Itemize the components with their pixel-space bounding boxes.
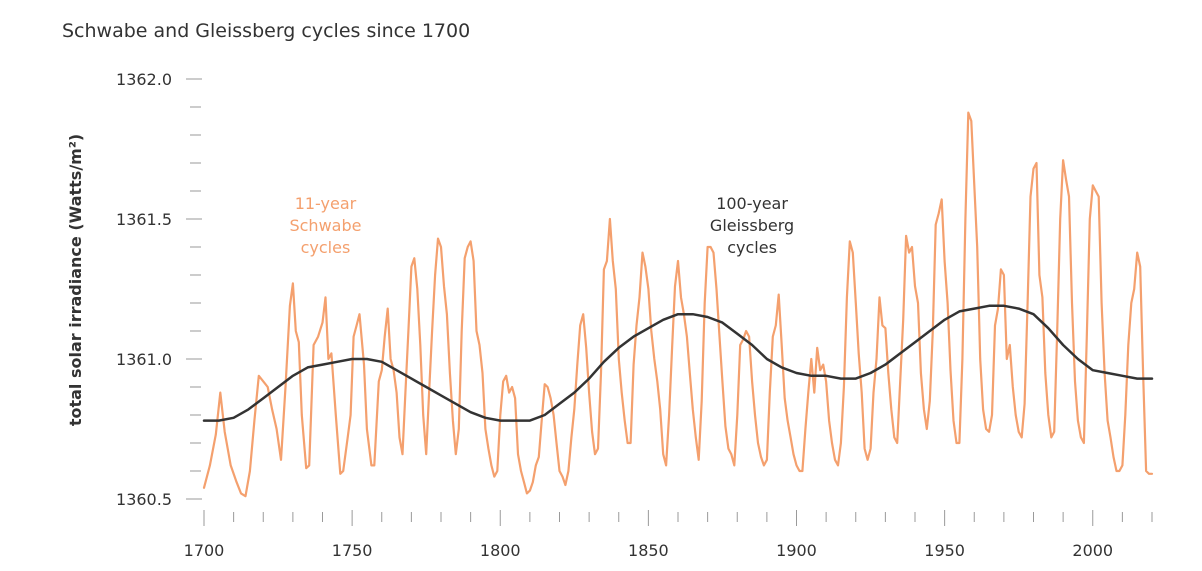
- x-tick-label: 1900: [776, 541, 817, 560]
- y-tick-label: 1361.5: [116, 210, 172, 229]
- gleissberg-series-line: [202, 304, 1154, 422]
- gleissberg-annotation-line: 100-year: [716, 194, 788, 213]
- minor-ticks: [190, 106, 1153, 522]
- x-tick-label: 1700: [184, 541, 225, 560]
- y-axis-label: total solar irradiance (Watts/m²): [66, 134, 85, 426]
- annotations: 11-year Schwabe cycles 100-year Gleissberg cy…: [289, 194, 794, 257]
- schwabe-annotation-line: Schwabe: [289, 216, 361, 235]
- x-axis-ticks: 1700 1750 1800 1850 1900 1950 2000: [184, 510, 1113, 560]
- gleissberg-annotation-line: Gleissberg: [710, 216, 794, 235]
- x-tick-label: 1800: [480, 541, 521, 560]
- schwabe-annotation-line: 11-year: [295, 194, 357, 213]
- y-tick-label: 1361.0: [116, 350, 172, 369]
- schwabe-annotation-line: cycles: [301, 238, 351, 257]
- x-tick-label: 1750: [332, 541, 373, 560]
- x-tick-label: 1850: [628, 541, 669, 560]
- chart-title: Schwabe and Gleissberg cycles since 1700: [62, 20, 471, 42]
- x-tick-label: 2000: [1072, 541, 1113, 560]
- y-tick-label: 1360.5: [116, 490, 172, 509]
- x-tick-label: 1950: [924, 541, 965, 560]
- y-axis-ticks: 1360.5 1361.0 1361.5 1362.0: [116, 70, 202, 509]
- y-tick-label: 1362.0: [116, 70, 172, 89]
- series-layer: [202, 111, 1154, 498]
- gleissberg-annotation-line: cycles: [727, 238, 777, 257]
- schwabe-series-line: [202, 111, 1154, 498]
